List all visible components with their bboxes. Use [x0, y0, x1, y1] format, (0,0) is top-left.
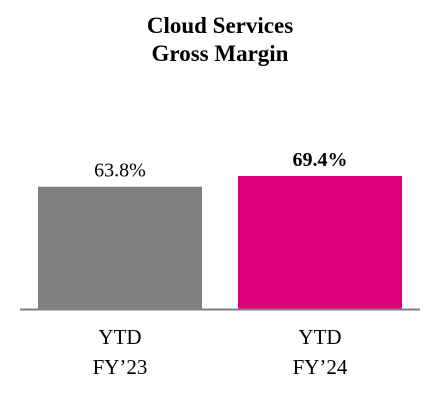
category-label-1-line-2: FY’23 — [93, 355, 148, 379]
bar-2 — [238, 176, 402, 309]
chart-title-line-1: Cloud Services — [146, 13, 294, 38]
chart-title: Cloud Services Gross Margin — [0, 12, 440, 68]
chart-title-line-2: Gross Margin — [151, 41, 289, 66]
category-label-2-line-2: FY’24 — [293, 355, 348, 379]
data-label-1: 63.8% — [94, 160, 146, 182]
category-label-2-line-1: YTD — [298, 325, 341, 349]
category-label-1-line-1: YTD — [98, 325, 141, 349]
data-label-2: 69.4% — [293, 149, 348, 171]
bar-1 — [38, 186, 202, 309]
